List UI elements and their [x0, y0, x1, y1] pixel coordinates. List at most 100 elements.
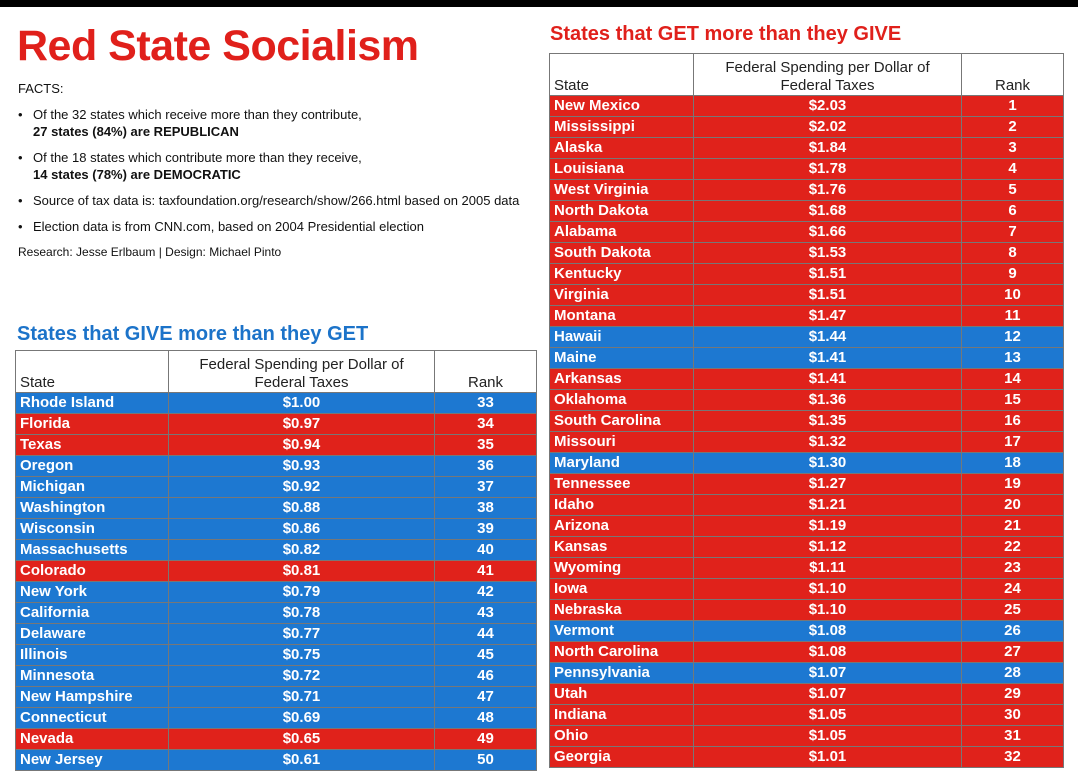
spending-cell: $1.44 [693, 326, 962, 348]
state-cell: Georgia [549, 746, 694, 768]
table-row: Arkansas $1.41 14 [549, 368, 1064, 390]
table-row: Kansas $1.12 22 [549, 536, 1064, 558]
rank-cell: 14 [961, 368, 1064, 390]
spending-cell: $1.41 [693, 368, 962, 390]
table-row: Oregon $0.93 36 [15, 455, 537, 477]
state-cell: South Dakota [549, 242, 694, 264]
rank-cell: 45 [434, 644, 537, 666]
state-cell: Illinois [15, 644, 169, 666]
table-row: New Hampshire $0.71 47 [15, 686, 537, 708]
state-cell: Oklahoma [549, 389, 694, 411]
state-cell: Alabama [549, 221, 694, 243]
spending-cell: $0.79 [168, 581, 435, 603]
table-row: Iowa $1.10 24 [549, 578, 1064, 600]
spending-cell: $1.07 [693, 683, 962, 705]
state-cell: South Carolina [549, 410, 694, 432]
rank-cell: 24 [961, 578, 1064, 600]
spending-cell: $0.88 [168, 497, 435, 519]
spending-cell: $1.68 [693, 200, 962, 222]
top-black-bar [0, 0, 1078, 7]
rank-cell: 42 [434, 581, 537, 603]
rank-cell: 49 [434, 728, 537, 750]
table-row: New York $0.79 42 [15, 581, 537, 603]
state-cell: Hawaii [549, 326, 694, 348]
state-cell: Missouri [549, 431, 694, 453]
table-header-row: State Federal Spending per Dollar of Fed… [549, 53, 1064, 96]
state-cell: Virginia [549, 284, 694, 306]
spending-cell: $0.93 [168, 455, 435, 477]
get-table: State Federal Spending per Dollar of Fed… [549, 53, 1064, 768]
facts-list: Of the 32 states which receive more than… [18, 106, 538, 235]
state-cell: Wyoming [549, 557, 694, 579]
spending-cell: $0.77 [168, 623, 435, 645]
spending-cell: $1.51 [693, 263, 962, 285]
rank-cell: 26 [961, 620, 1064, 642]
table-row: Wyoming $1.11 23 [549, 557, 1064, 579]
spending-cell: $0.86 [168, 518, 435, 540]
credits-line: Research: Jesse Erlbaum | Design: Michae… [18, 245, 282, 259]
table-row: Florida $0.97 34 [15, 413, 537, 435]
table-row: Georgia $1.01 32 [549, 746, 1064, 768]
state-cell: Oregon [15, 455, 169, 477]
rank-cell: 41 [434, 560, 537, 582]
table-row: Connecticut $0.69 48 [15, 707, 537, 729]
rank-cell: 27 [961, 641, 1064, 663]
rank-cell: 36 [434, 455, 537, 477]
state-cell: North Carolina [549, 641, 694, 663]
spending-cell: $1.35 [693, 410, 962, 432]
header-state: State [549, 53, 694, 96]
state-cell: Indiana [549, 704, 694, 726]
rank-cell: 23 [961, 557, 1064, 579]
rank-cell: 25 [961, 599, 1064, 621]
state-cell: Colorado [15, 560, 169, 582]
fact-bold: 14 states (78%) are DEMOCRATIC [33, 167, 241, 182]
state-cell: Kentucky [549, 263, 694, 285]
rank-cell: 22 [961, 536, 1064, 558]
state-cell: Mississippi [549, 116, 694, 138]
table-row: New Mexico $2.03 1 [549, 95, 1064, 117]
rank-cell: 32 [961, 746, 1064, 768]
spending-cell: $1.07 [693, 662, 962, 684]
state-cell: Nevada [15, 728, 169, 750]
table-row: Illinois $0.75 45 [15, 644, 537, 666]
header-spending-line1: Federal Spending per Dollar of [199, 356, 404, 373]
spending-cell: $0.97 [168, 413, 435, 435]
state-cell: Connecticut [15, 707, 169, 729]
fact-text: Of the 32 states which receive more than… [33, 107, 362, 122]
spending-cell: $1.32 [693, 431, 962, 453]
table-row: Massachusetts $0.82 40 [15, 539, 537, 561]
state-cell: Ohio [549, 725, 694, 747]
get-section-title: States that GET more than they GIVE [550, 23, 902, 45]
spending-cell: $0.61 [168, 749, 435, 771]
spending-cell: $0.78 [168, 602, 435, 624]
table-row: North Dakota $1.68 6 [549, 200, 1064, 222]
rank-cell: 17 [961, 431, 1064, 453]
table-row: Pennsylvania $1.07 28 [549, 662, 1064, 684]
spending-cell: $2.02 [693, 116, 962, 138]
rank-cell: 47 [434, 686, 537, 708]
table-row: South Dakota $1.53 8 [549, 242, 1064, 264]
fact-item: Of the 32 states which receive more than… [18, 106, 538, 140]
table-row: Colorado $0.81 41 [15, 560, 537, 582]
table-row: Delaware $0.77 44 [15, 623, 537, 645]
table-row: Nevada $0.65 49 [15, 728, 537, 750]
table-row: Rhode Island $1.00 33 [15, 392, 537, 414]
state-cell: North Dakota [549, 200, 694, 222]
state-cell: New York [15, 581, 169, 603]
rank-cell: 16 [961, 410, 1064, 432]
fact-text: Source of tax data is: taxfoundation.org… [33, 193, 520, 208]
header-spending: Federal Spending per Dollar of Federal T… [168, 350, 435, 393]
spending-cell: $0.94 [168, 434, 435, 456]
table-row: Hawaii $1.44 12 [549, 326, 1064, 348]
rank-cell: 12 [961, 326, 1064, 348]
state-cell: Rhode Island [15, 392, 169, 414]
spending-cell: $0.72 [168, 665, 435, 687]
state-cell: Maryland [549, 452, 694, 474]
rank-cell: 20 [961, 494, 1064, 516]
spending-cell: $1.08 [693, 641, 962, 663]
state-cell: Utah [549, 683, 694, 705]
table-row: Mississippi $2.02 2 [549, 116, 1064, 138]
rank-cell: 43 [434, 602, 537, 624]
spending-cell: $1.53 [693, 242, 962, 264]
rank-cell: 38 [434, 497, 537, 519]
